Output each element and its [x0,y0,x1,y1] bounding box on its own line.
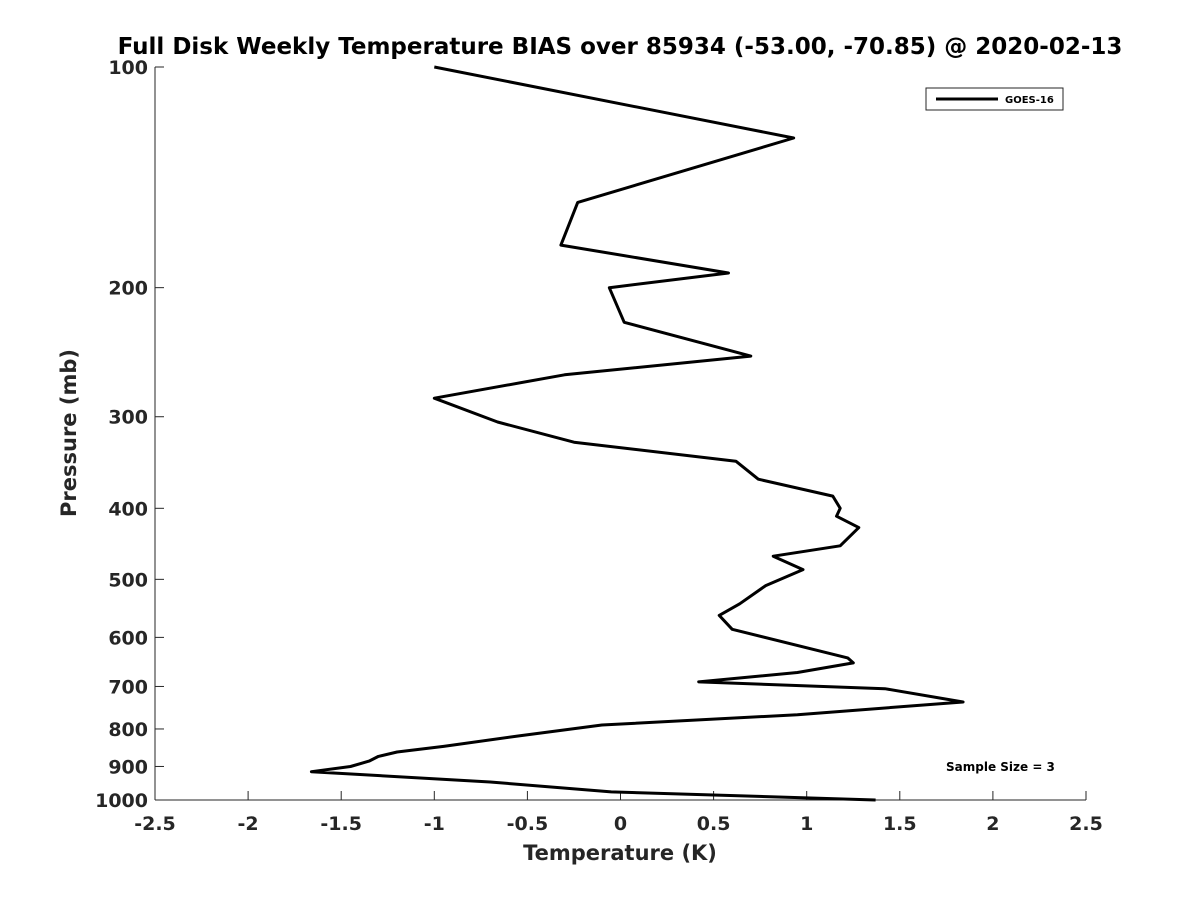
x-axis-ticks: -2.5 -2 -1.5 -1 -0.5 0 0.5 1 1.5 2 2.5 [134,791,1103,835]
y-axis-label: Pressure (mb) [57,349,81,517]
legend: GOES-16 [925,87,1064,111]
y-tick-label: 800 [108,719,148,741]
sample-size-annotation: Sample Size = 3 [946,760,1055,774]
y-tick-label: 400 [108,498,148,520]
legend-label: GOES-16 [1005,95,1054,106]
x-tick-label: 2.5 [1069,813,1103,835]
x-tick-label: -1.5 [320,813,362,835]
y-tick-label: 500 [108,569,148,591]
chart-title: Full Disk Weekly Temperature BIAS over 8… [118,34,1123,60]
y-tick-label: 200 [108,278,148,300]
plot-axes [154,67,1086,801]
x-tick-label: 0 [614,813,627,835]
x-tick-label: -2 [238,813,259,835]
y-tick-label: 600 [108,627,148,649]
y-tick-label: 300 [108,407,148,429]
y-tick-label: 1000 [95,790,148,812]
y-tick-label: 100 [108,57,148,79]
y-tick-label: 900 [108,756,148,778]
x-tick-label: 2 [986,813,999,835]
y-tick-label: 700 [108,676,148,698]
x-axis-label: Temperature (K) [523,841,717,865]
x-tick-label: -1 [424,813,445,835]
x-tick-label: 1.5 [883,813,917,835]
y-axis-ticks: 100 200 300 400 500 600 700 800 900 1000 [95,57,164,812]
series-line-goes16 [309,65,965,802]
x-tick-label: 1 [800,813,813,835]
x-tick-label: 0.5 [697,813,731,835]
x-tick-label: -0.5 [507,813,549,835]
x-tick-label: -2.5 [134,813,176,835]
